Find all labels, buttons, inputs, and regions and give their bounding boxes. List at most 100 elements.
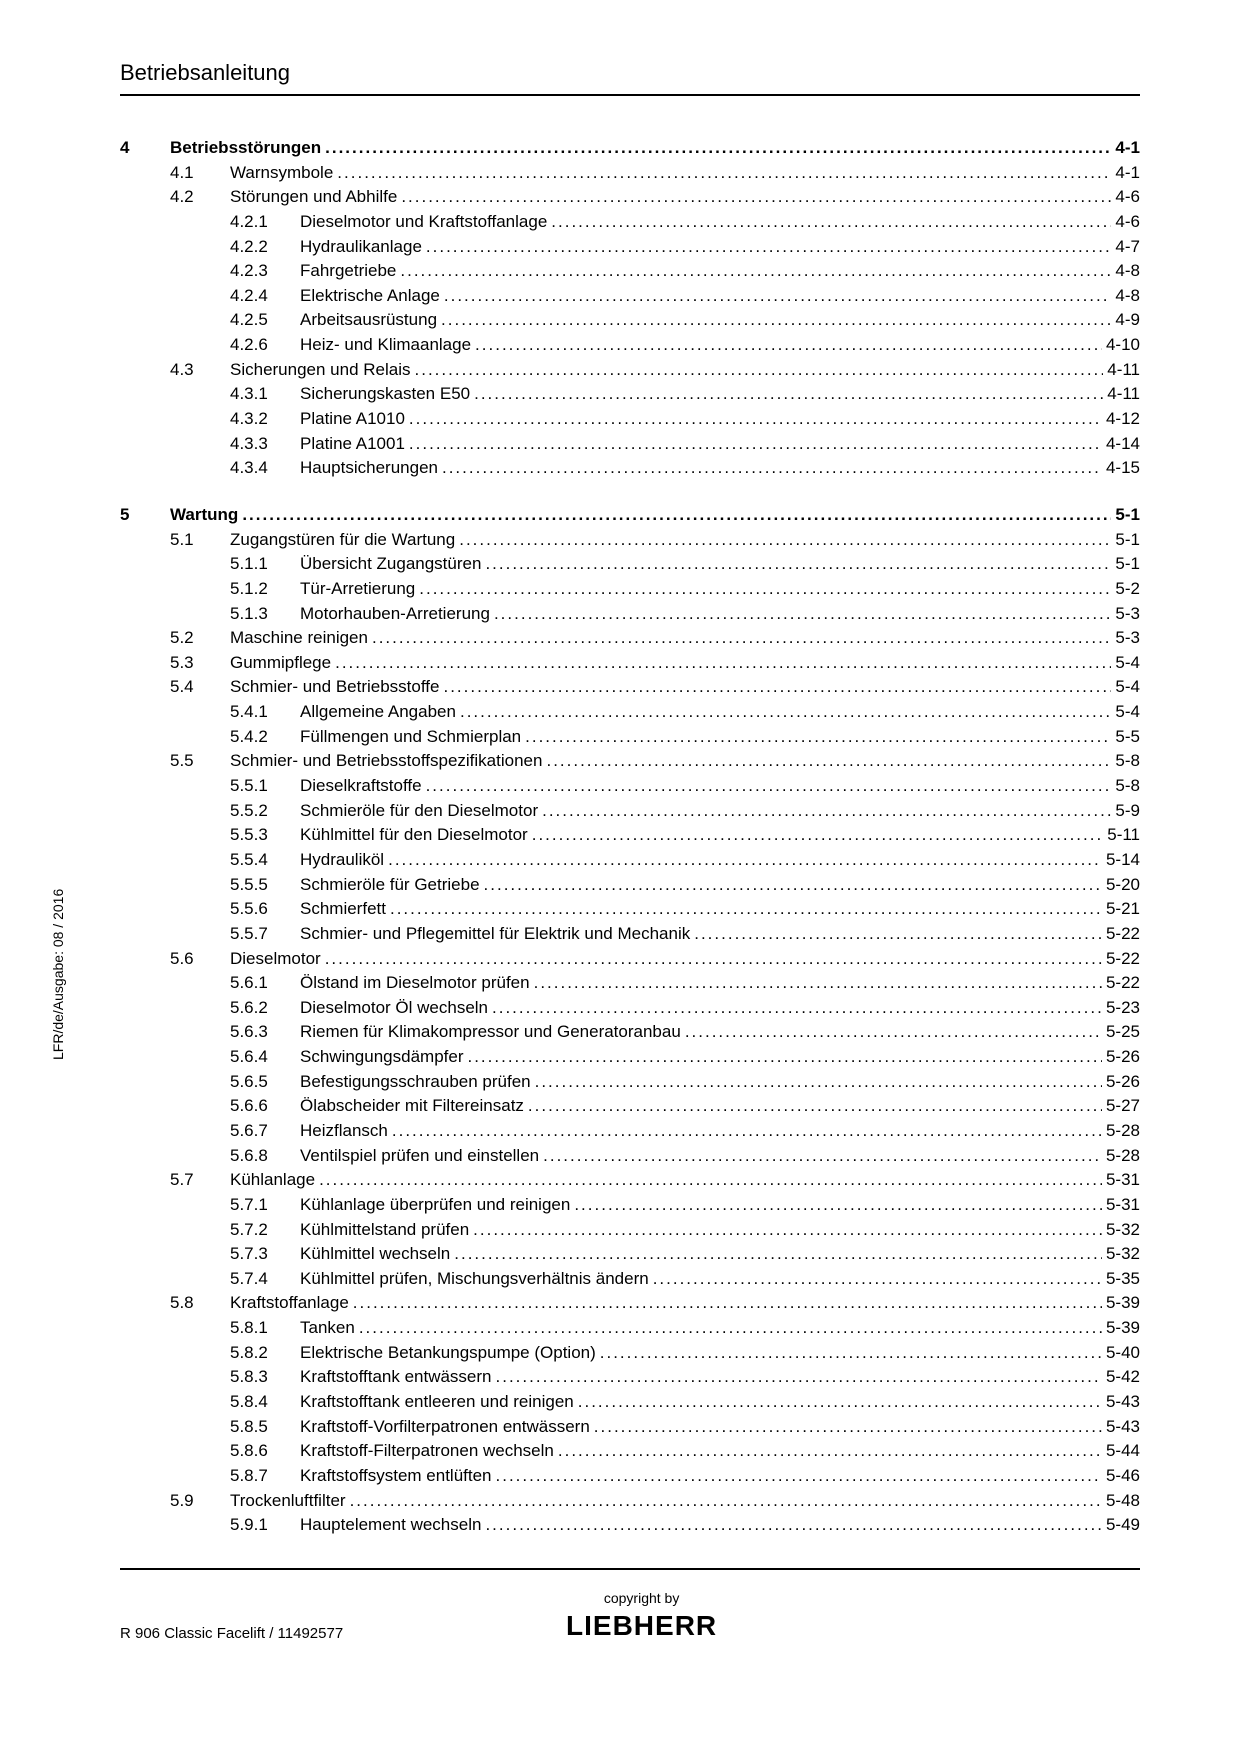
toc-entry: 5.6.5Befestigungsschrauben prüfen 5-26 xyxy=(120,1070,1140,1095)
toc-leader-dots xyxy=(319,1168,1102,1193)
toc-page: 5-27 xyxy=(1106,1094,1140,1119)
toc-title: Trockenluftfilter xyxy=(230,1489,346,1514)
toc-title: Kraftstoffsystem entlüften xyxy=(300,1464,492,1489)
toc-leader-dots xyxy=(535,1070,1102,1095)
toc-entry: 5.6.7Heizflansch 5-28 xyxy=(120,1119,1140,1144)
toc-page: 5-40 xyxy=(1106,1341,1140,1366)
toc-number: 5.8.2 xyxy=(230,1341,300,1366)
toc-title: Platine A1001 xyxy=(300,432,405,457)
toc-page: 5-31 xyxy=(1106,1193,1140,1218)
toc-leader-dots xyxy=(653,1267,1102,1292)
toc-number: 5.5.5 xyxy=(230,873,300,898)
toc-entry: 5.4.2Füllmengen und Schmierplan 5-5 xyxy=(120,725,1140,750)
toc-leader-dots xyxy=(426,235,1112,260)
toc-entry: 5.6.1Ölstand im Dieselmotor prüfen 5-22 xyxy=(120,971,1140,996)
toc-title: Schmierfett xyxy=(300,897,386,922)
toc-title: Zugangstüren für die Wartung xyxy=(230,528,455,553)
toc-number: 5.6.2 xyxy=(230,996,300,1021)
toc-page: 5-22 xyxy=(1106,947,1140,972)
toc-title: Sicherungskasten E50 xyxy=(300,382,470,407)
toc-entry: 4.1Warnsymbole 4-1 xyxy=(120,161,1140,186)
toc-number: 5.6.8 xyxy=(230,1144,300,1169)
toc-leader-dots xyxy=(685,1020,1102,1045)
toc-leader-dots xyxy=(694,922,1102,947)
toc-entry: 4.3.2Platine A1010 4-12 xyxy=(120,407,1140,432)
toc-title: Kraftstofftank entleeren und reinigen xyxy=(300,1390,574,1415)
toc-number: 4.3.3 xyxy=(230,432,300,457)
toc-number: 4.2.6 xyxy=(230,333,300,358)
toc-page: 5-3 xyxy=(1115,602,1140,627)
toc-page: 4-7 xyxy=(1115,235,1140,260)
toc-number: 5.5.1 xyxy=(230,774,300,799)
toc-leader-dots xyxy=(594,1415,1102,1440)
toc-number: 4.2.4 xyxy=(230,284,300,309)
toc-entry: 5.8.4Kraftstofftank entleeren und reinig… xyxy=(120,1390,1140,1415)
toc-page: 5-8 xyxy=(1115,774,1140,799)
toc-entry: 5.8Kraftstoffanlage 5-39 xyxy=(120,1291,1140,1316)
toc-page: 5-23 xyxy=(1106,996,1140,1021)
toc-leader-dots xyxy=(578,1390,1102,1415)
toc-leader-dots xyxy=(558,1439,1102,1464)
toc-title: Elektrische Betankungspumpe (Option) xyxy=(300,1341,596,1366)
toc-title: Motorhauben-Arretierung xyxy=(300,602,490,627)
toc-entry: 5.6.6Ölabscheider mit Filtereinsatz 5-27 xyxy=(120,1094,1140,1119)
toc-title: Ölabscheider mit Filtereinsatz xyxy=(300,1094,524,1119)
toc-page: 4-11 xyxy=(1107,382,1140,407)
toc-title: Befestigungsschrauben prüfen xyxy=(300,1070,531,1095)
toc-page: 5-9 xyxy=(1115,799,1140,824)
toc-leader-dots xyxy=(532,823,1104,848)
toc-title: Schmier- und Betriebsstoffe xyxy=(230,675,439,700)
toc-page: 5-4 xyxy=(1115,700,1140,725)
toc-title: Tanken xyxy=(300,1316,355,1341)
toc-page: 4-15 xyxy=(1106,456,1140,481)
toc-title: Dieselkraftstoffe xyxy=(300,774,422,799)
toc-title: Ventilspiel prüfen und einstellen xyxy=(300,1144,539,1169)
toc-entry: 5.8.6Kraftstoff-Filterpatronen wechseln … xyxy=(120,1439,1140,1464)
toc-leader-dots xyxy=(542,799,1111,824)
toc-page: 5-14 xyxy=(1106,848,1140,873)
toc-title: Kraftstoffanlage xyxy=(230,1291,349,1316)
toc-entry: 5.8.3Kraftstofftank entwässern 5-42 xyxy=(120,1365,1140,1390)
toc-title: Dieselmotor und Kraftstoffanlage xyxy=(300,210,547,235)
toc-number: 5 xyxy=(120,503,170,528)
toc-page: 4-1 xyxy=(1115,136,1140,161)
toc-entry: 5.7.3Kühlmittel wechseln 5-32 xyxy=(120,1242,1140,1267)
toc-entry: 4Betriebsstörungen 4-1 xyxy=(120,136,1140,161)
toc-entry: 5Wartung 5-1 xyxy=(120,503,1140,528)
toc-title: Kühlanlage überprüfen und reinigen xyxy=(300,1193,570,1218)
toc-leader-dots xyxy=(372,626,1111,651)
toc-entry: 5.6.2Dieselmotor Öl wechseln 5-23 xyxy=(120,996,1140,1021)
toc-title: Warnsymbole xyxy=(230,161,333,186)
toc-number: 4.3.1 xyxy=(230,382,300,407)
toc-title: Schmieröle für den Dieselmotor xyxy=(300,799,538,824)
toc-entry: 4.2.2Hydraulikanlage 4-7 xyxy=(120,235,1140,260)
toc-title: Tür-Arretierung xyxy=(300,577,415,602)
toc-page: 5-25 xyxy=(1106,1020,1140,1045)
toc-number: 5.5.3 xyxy=(230,823,300,848)
toc-page: 4-1 xyxy=(1115,161,1140,186)
toc-number: 5.2 xyxy=(170,626,230,651)
toc-entry: 4.2.3Fahrgetriebe 4-8 xyxy=(120,259,1140,284)
toc-entry: 5.8.1Tanken 5-39 xyxy=(120,1316,1140,1341)
toc-page: 5-35 xyxy=(1106,1267,1140,1292)
toc-leader-dots xyxy=(401,185,1111,210)
toc-leader-dots xyxy=(325,136,1111,161)
toc-entry: 4.2.4Elektrische Anlage 4-8 xyxy=(120,284,1140,309)
header-rule xyxy=(120,94,1140,96)
toc-page: 5-20 xyxy=(1106,873,1140,898)
toc-entry: 5.8.7Kraftstoffsystem entlüften 5-46 xyxy=(120,1464,1140,1489)
toc-leader-dots xyxy=(485,552,1111,577)
toc-entry: 5.5.1Dieselkraftstoffe 5-8 xyxy=(120,774,1140,799)
toc-leader-dots xyxy=(400,259,1111,284)
toc-title: Schmier- und Betriebsstoffspezifikatione… xyxy=(230,749,542,774)
toc-number: 5.8.7 xyxy=(230,1464,300,1489)
toc-entry: 5.5.3Kühlmittel für den Dieselmotor 5-11 xyxy=(120,823,1140,848)
toc-number: 5.6.7 xyxy=(230,1119,300,1144)
toc-page: 4-8 xyxy=(1115,259,1140,284)
toc-entry: 5.2Maschine reinigen 5-3 xyxy=(120,626,1140,651)
toc-page: 5-49 xyxy=(1106,1513,1140,1538)
toc-entry: 5.7.2Kühlmittelstand prüfen 5-32 xyxy=(120,1218,1140,1243)
toc-number: 5.1.1 xyxy=(230,552,300,577)
toc-entry: 4.2.1Dieselmotor und Kraftstoffanlage 4-… xyxy=(120,210,1140,235)
toc-title: Schmieröle für Getriebe xyxy=(300,873,480,898)
